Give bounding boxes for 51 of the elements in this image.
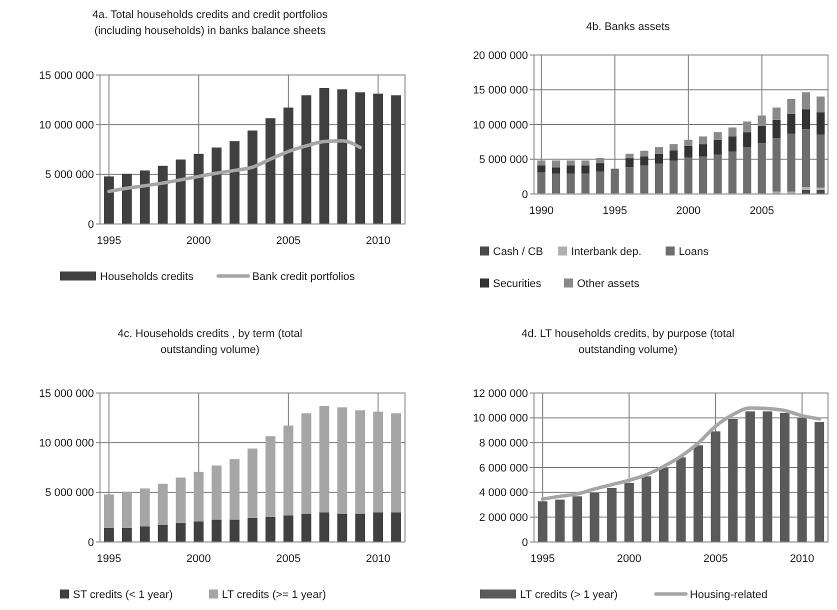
x-tick-label: 1995 (602, 205, 628, 217)
legend-label: LT credits (>= 1 year) (222, 589, 326, 601)
y-tick-label: 12 000 000 (472, 388, 528, 400)
y-tick-label: 10 000 000 (472, 119, 528, 132)
y-tick-label: 0 (88, 536, 94, 549)
legend-label: Households credits (100, 271, 194, 283)
y-tick-label: 2 000 000 (479, 512, 528, 524)
y-tick-label: 5 000 000 (45, 487, 94, 500)
y-tick-label: 10 000 000 (472, 412, 528, 425)
y-tick-label: 8 000 000 (479, 438, 528, 450)
legend-label: Bank credit portfolios (252, 271, 356, 283)
legend-label: Loans (678, 246, 710, 258)
y-tick-label: 15 000 000 (38, 70, 94, 82)
x-tick-label: 2000 (616, 553, 642, 565)
x-tick-label: 2005 (703, 553, 728, 565)
chart-title: 4a. Total households credits and credit portfolios (including households) in banks balance sheets (92, 9, 328, 37)
y-tick-label: 4 000 000 (479, 487, 528, 500)
y-tick-label: 0 (88, 218, 94, 231)
x-tick-label: 2010 (366, 235, 390, 247)
legend-label: ST credits (< 1 year) (73, 589, 173, 601)
x-tick-label: 2010 (790, 553, 814, 565)
legend-label: Cash / CB (493, 246, 544, 258)
x-tick-label: 2005 (276, 235, 301, 247)
legend-label: LT credits (> 1 year) (520, 589, 618, 601)
chart-title: 4c. Households credits , by term (total outstanding volume) (118, 328, 302, 356)
y-tick-label: 15 000 000 (472, 84, 528, 97)
y-tick-label: 0 (522, 536, 528, 549)
x-tick-label: 1995 (96, 553, 122, 565)
y-tick-label: 10 000 000 (38, 120, 94, 132)
y-tick-label: 5 000 000 (479, 154, 528, 166)
x-tick-label: 2005 (276, 553, 301, 565)
x-tick-label: 2000 (186, 553, 211, 565)
y-tick-label: 5 000 000 (45, 169, 94, 182)
x-tick-label: 1995 (530, 553, 555, 565)
x-tick-label: 1995 (96, 235, 122, 247)
y-tick-label: 6 000 000 (479, 462, 528, 474)
x-tick-label: 2005 (750, 205, 774, 217)
y-tick-label: 10 000 000 (38, 438, 94, 450)
chart-title: 4b. Banks assets (586, 21, 670, 33)
y-tick-label: 0 (522, 188, 528, 201)
legend-label: Securities (493, 278, 542, 290)
legend-label: Interbank dep. (571, 246, 642, 258)
y-tick-label: 15 000 000 (38, 388, 94, 400)
x-tick-label: 2000 (676, 205, 701, 217)
legend-label: Other assets (577, 278, 640, 290)
y-tick-label: 20 000 000 (472, 50, 528, 62)
x-tick-label: 2000 (186, 235, 211, 247)
x-tick-label: 2010 (366, 553, 390, 565)
legend-label: Housing-related (690, 589, 768, 601)
chart-title: 4d. LT households credits, by purpose (total outstanding volume) (522, 328, 734, 356)
x-tick-label: 1990 (529, 205, 554, 217)
